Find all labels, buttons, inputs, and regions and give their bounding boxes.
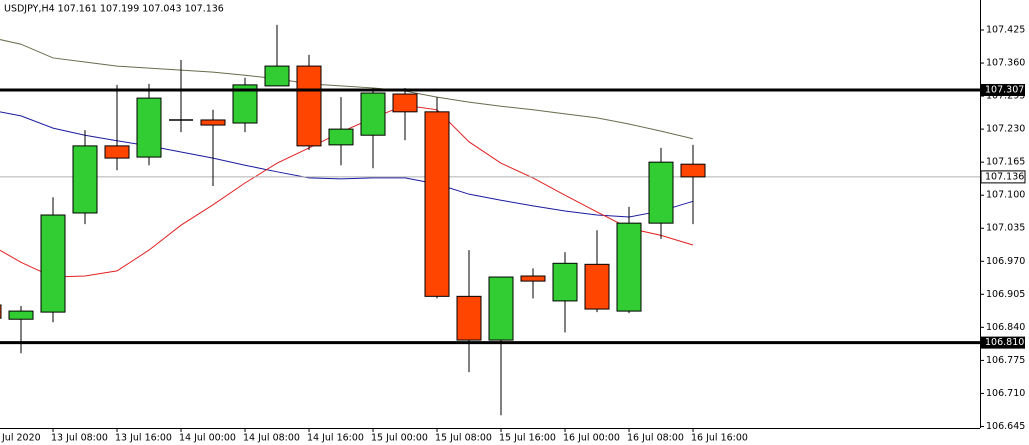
- x-tick-label: 16 Jul 00:00: [563, 433, 620, 444]
- level-box: [981, 83, 1025, 96]
- y-tick-label: 107.165: [986, 157, 1025, 168]
- moving-average: [0, 39, 694, 140]
- candle-body: [488, 276, 514, 341]
- level-label: 106.810: [985, 337, 1024, 348]
- candle-body: [584, 263, 610, 310]
- y-tick-label: 106.710: [986, 388, 1025, 399]
- x-tick-label: Jul 2020: [1, 433, 41, 444]
- current-price-label: 107.136: [985, 171, 1024, 182]
- candle-body: [40, 214, 66, 313]
- y-tick-label: 106.775: [986, 355, 1025, 366]
- candle-body: [72, 145, 98, 214]
- current-price-box: [980, 170, 1026, 184]
- x-tick-label: 14 Jul 08:00: [243, 433, 300, 444]
- x-tick-label: 16 Jul 16:00: [691, 433, 748, 444]
- candle-body: [648, 161, 674, 224]
- chart-title: USDJPY,H4 107.161 107.199 107.043 107.13…: [4, 4, 224, 15]
- level-label: 107.307: [985, 84, 1024, 95]
- y-tick-label: 107.295: [986, 91, 1025, 102]
- y-tick-label: 107.100: [986, 190, 1025, 201]
- candle-body: [680, 163, 706, 178]
- y-tick-label: 107.230: [986, 124, 1025, 135]
- candle-body: [0, 304, 2, 319]
- x-tick-label: 16 Jul 08:00: [627, 433, 684, 444]
- x-tick-label: 15 Jul 08:00: [435, 433, 492, 444]
- y-tick-label: 106.840: [986, 322, 1025, 333]
- candle-body: [520, 275, 546, 282]
- candle-body: [8, 310, 34, 320]
- y-tick-label: 106.970: [986, 256, 1025, 267]
- candle-body: [456, 295, 482, 341]
- candle-body: [360, 92, 386, 136]
- candle-body: [552, 262, 578, 302]
- y-tick-label: 107.425: [986, 24, 1025, 35]
- x-tick-label: 15 Jul 00:00: [371, 433, 428, 444]
- x-tick-label: 13 Jul 08:00: [51, 433, 108, 444]
- y-tick-label: 106.905: [986, 289, 1025, 300]
- candle-body: [424, 111, 450, 297]
- y-tick-label: 106.645: [986, 421, 1025, 432]
- candle-body: [616, 222, 642, 312]
- candle-body: [296, 65, 322, 147]
- candle-body: [136, 97, 162, 158]
- level-box: [981, 336, 1025, 349]
- x-tick-label: 13 Jul 16:00: [115, 433, 172, 444]
- x-tick-label: 15 Jul 16:00: [499, 433, 556, 444]
- candle-body: [264, 65, 290, 87]
- y-tick-label: 107.035: [986, 223, 1025, 234]
- candle-body: [200, 119, 226, 126]
- candle-body: [104, 145, 130, 159]
- candle-body: [392, 93, 418, 113]
- x-tick-label: 14 Jul 16:00: [307, 433, 364, 444]
- moving-average: [0, 111, 694, 218]
- y-tick-label: 107.360: [986, 58, 1025, 69]
- x-tick-label: 14 Jul 00:00: [179, 433, 236, 444]
- candle-body: [328, 128, 354, 146]
